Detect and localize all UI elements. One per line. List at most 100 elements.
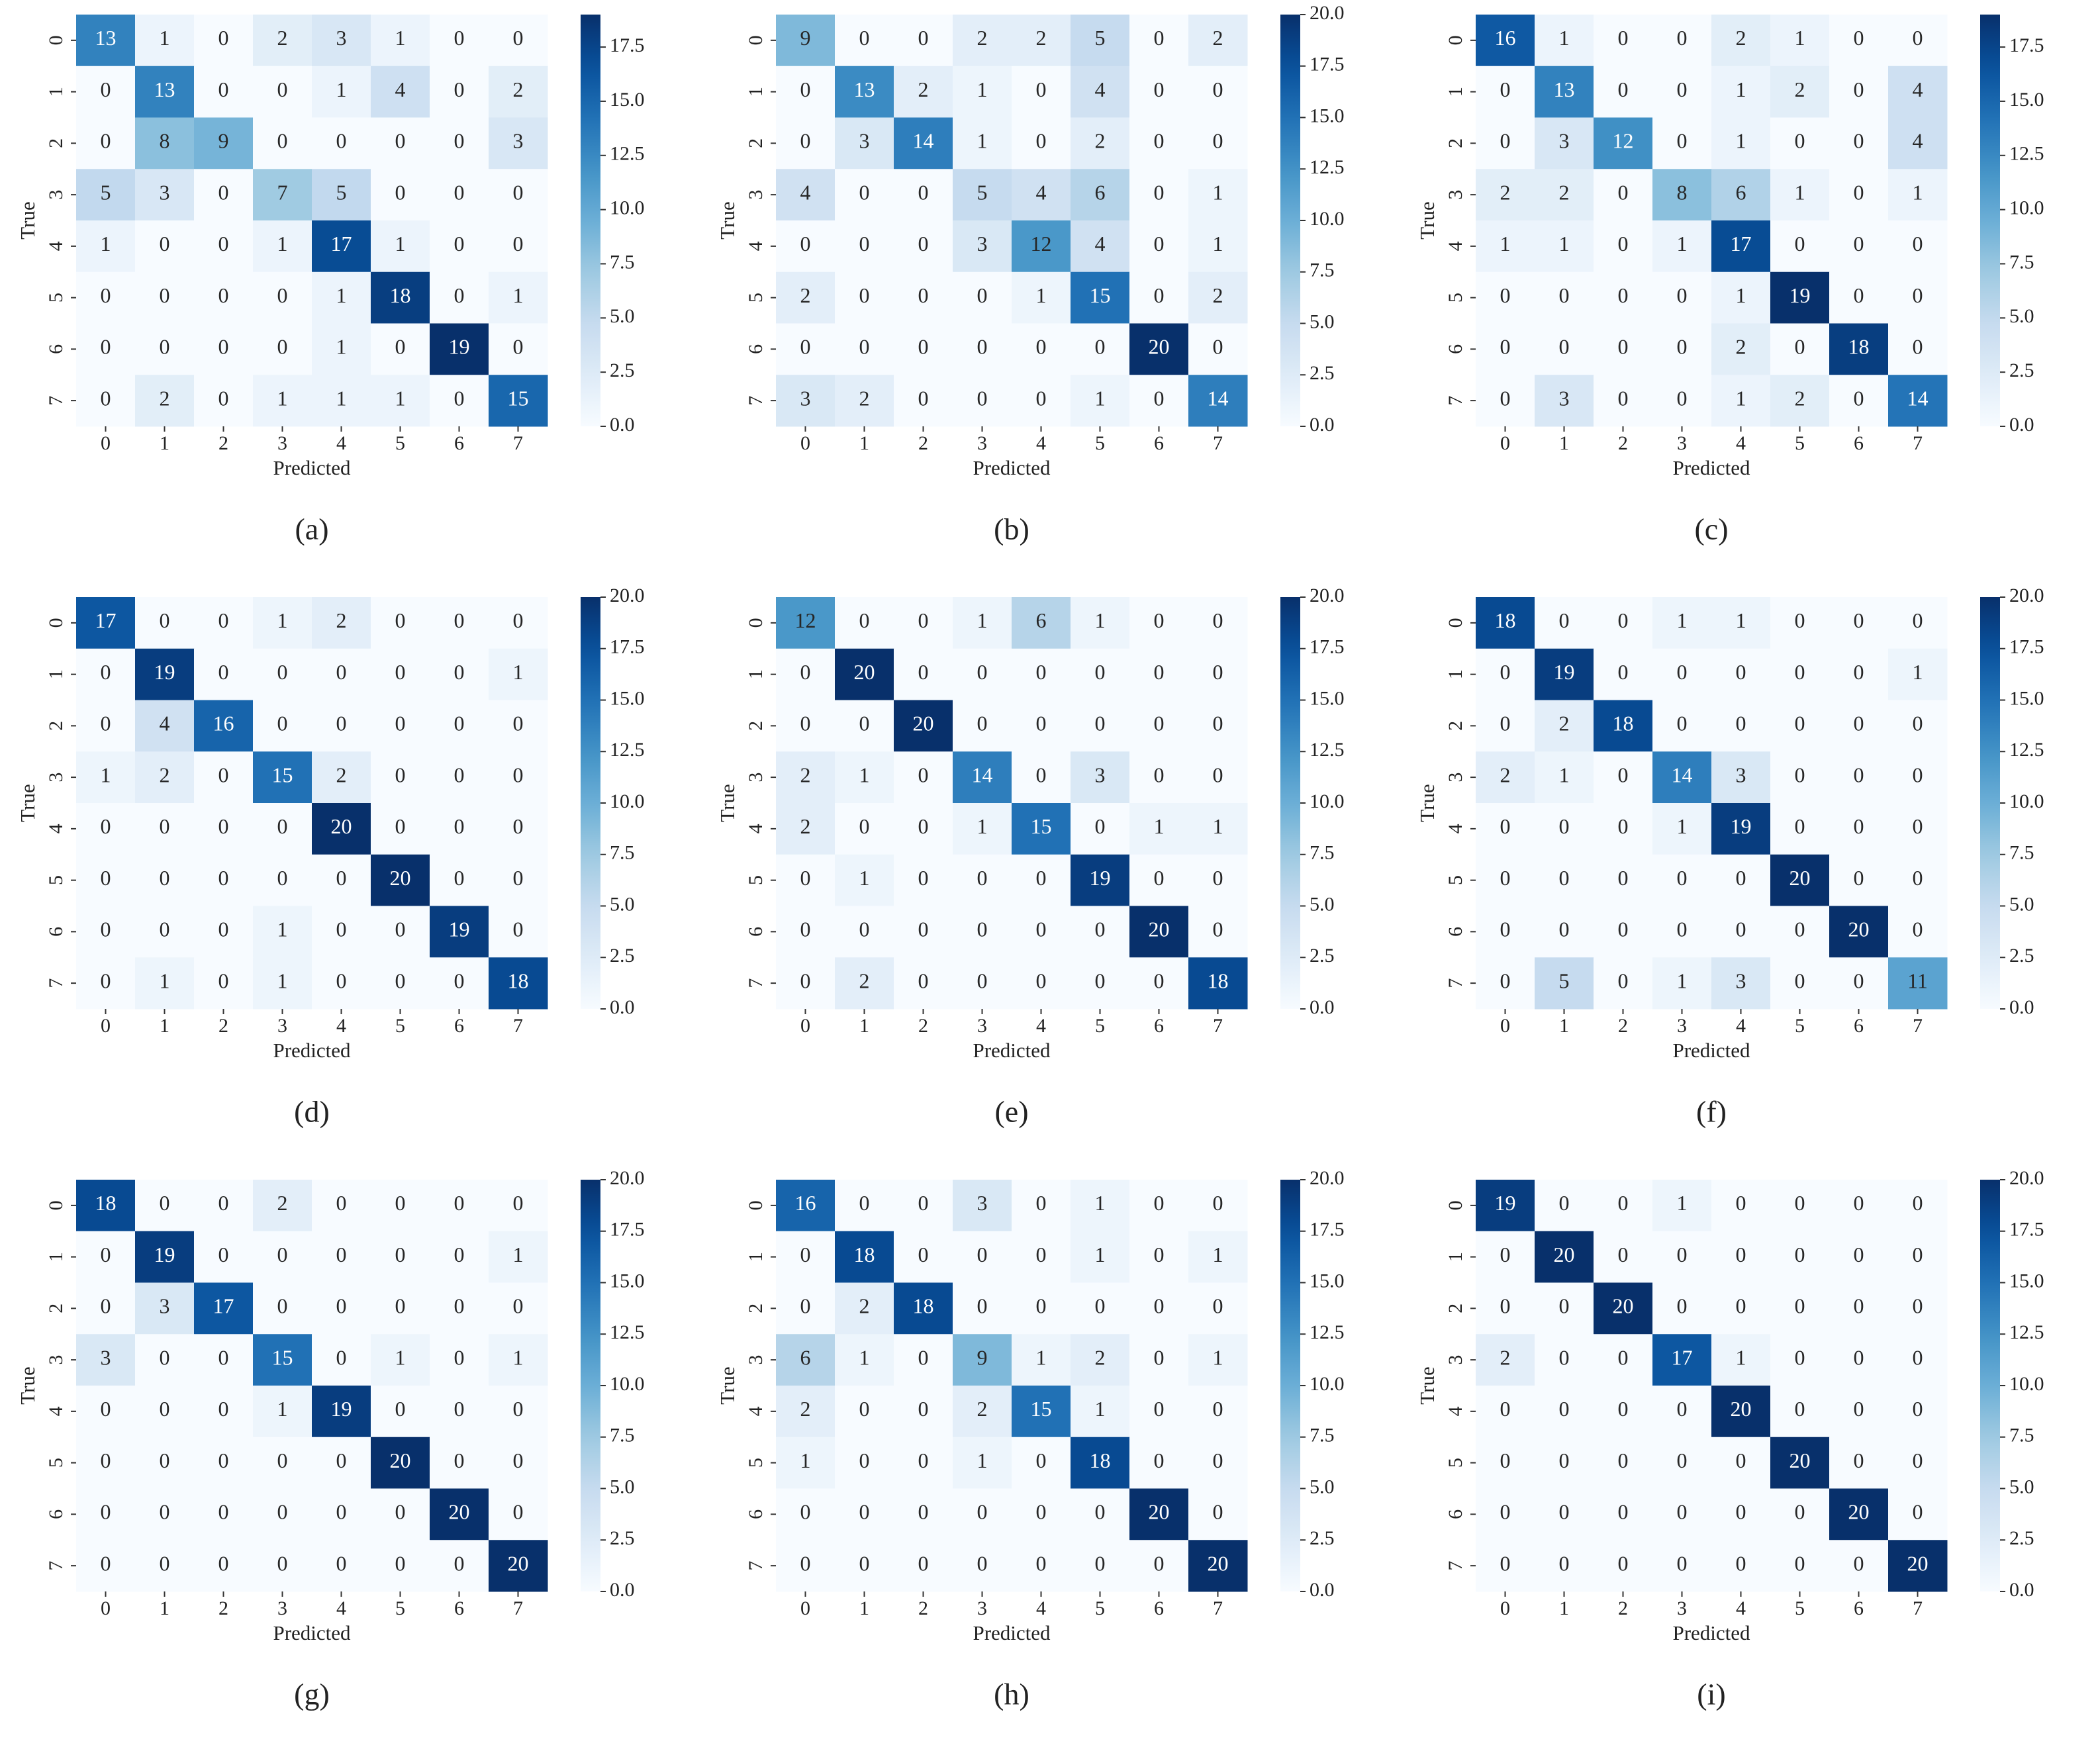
y-tick-label: 0: [1445, 1200, 1466, 1210]
cell-value: 0: [1736, 1448, 1746, 1472]
cell: [489, 117, 548, 169]
cell: [1188, 15, 1248, 67]
cell-value: 2: [336, 763, 347, 786]
cell: [1535, 271, 1594, 324]
cell-value: 0: [1500, 1551, 1511, 1575]
cell: [894, 597, 953, 649]
cell-value: 0: [1618, 1345, 1629, 1369]
cell-value: 1: [160, 969, 170, 992]
cell-value: 19: [1495, 1191, 1516, 1215]
cell-value: 1: [395, 26, 406, 50]
cell-value: 0: [218, 232, 229, 256]
colorbar-tick-label: 12.5: [1310, 156, 1345, 178]
cell: [835, 957, 894, 1010]
cell-value: 0: [218, 814, 229, 838]
cell: [1652, 957, 1712, 1010]
cell-value: 0: [513, 712, 524, 735]
cell-value: 3: [1736, 763, 1746, 786]
cell-value: 4: [1913, 129, 1923, 153]
cell: [430, 906, 489, 958]
cell: [1594, 15, 1653, 67]
cell-value: 2: [977, 1397, 988, 1421]
y-tick-label: 7: [45, 396, 67, 406]
cell: [1888, 1231, 1948, 1283]
cell-value: 0: [395, 180, 406, 204]
x-tick-label: 0: [800, 432, 810, 454]
cell: [953, 648, 1012, 700]
cell-value: 19: [449, 918, 470, 941]
cell: [312, 1282, 371, 1335]
cell-value: 0: [1677, 77, 1688, 101]
cell: [1652, 323, 1712, 375]
y-tick-label: 3: [745, 190, 767, 200]
colorbar-tick-label: 15.0: [1310, 687, 1345, 709]
cell-value: 0: [336, 1500, 347, 1524]
cell: [1652, 1488, 1712, 1540]
cell: [1888, 15, 1948, 67]
cell: [135, 803, 195, 855]
cell-value: 0: [277, 1448, 288, 1472]
cell: [371, 1334, 430, 1386]
cell-value: 0: [1677, 918, 1688, 941]
cell: [1770, 169, 1830, 221]
y-tick-label: 6: [1445, 1509, 1466, 1519]
x-axis-label: Predicted: [973, 1039, 1051, 1062]
cell-value: 0: [977, 283, 988, 307]
cell: [1188, 597, 1248, 649]
cell-value: 1: [1095, 1243, 1106, 1266]
x-axis-label: Predicted: [1672, 456, 1750, 479]
cell-value: 2: [800, 1397, 811, 1421]
cell-value: 0: [218, 1345, 229, 1369]
cell: [1652, 700, 1712, 752]
cell: [1012, 751, 1071, 804]
cell-value: 0: [1559, 1294, 1570, 1318]
cell-value: 0: [1795, 1243, 1805, 1266]
cell: [1888, 1282, 1948, 1335]
colorbar-tick-label: 7.5: [1310, 1425, 1335, 1446]
x-tick-label: 4: [1036, 1015, 1046, 1037]
cell-value: 0: [1913, 608, 1923, 632]
cell: [312, 906, 371, 958]
cell: [1711, 906, 1771, 958]
cell: [953, 1488, 1012, 1540]
cell: [1012, 15, 1071, 67]
cell-value: 0: [1154, 1345, 1165, 1369]
cell: [76, 375, 136, 427]
cell: [1711, 854, 1771, 906]
cell-value: 2: [1213, 26, 1223, 50]
cell-value: 0: [218, 26, 229, 50]
cell-value: 18: [1495, 608, 1516, 632]
cell-value: 0: [160, 1397, 170, 1421]
x-tick-label: 0: [1500, 1597, 1510, 1619]
cell: [835, 1334, 894, 1386]
cell-value: 0: [800, 969, 811, 992]
x-tick-label: 2: [1618, 1597, 1628, 1619]
cell-value: 0: [1677, 335, 1688, 359]
cell: [1770, 700, 1830, 752]
cell: [1829, 1488, 1889, 1540]
cell-value: 0: [1036, 77, 1047, 101]
cell-value: 0: [1095, 1294, 1106, 1318]
cell: [135, 1540, 195, 1592]
cell-value: 0: [1095, 660, 1106, 684]
cell: [312, 1231, 371, 1283]
cell: [776, 700, 835, 752]
colorbar: [581, 1180, 600, 1591]
cell: [312, 1488, 371, 1540]
cell-value: 0: [1500, 1294, 1511, 1318]
x-tick-label: 3: [1677, 1597, 1687, 1619]
cell: [489, 1282, 548, 1335]
cell: [1652, 271, 1712, 324]
cell: [1012, 803, 1071, 855]
cell-value: 0: [277, 1500, 288, 1524]
cell-value: 17: [1731, 232, 1752, 256]
cell: [194, 1180, 254, 1232]
cell-value: 0: [800, 335, 811, 359]
cell-value: 0: [1913, 866, 1923, 890]
cell: [1770, 803, 1830, 855]
cell-value: 0: [859, 283, 870, 307]
cell-value: 0: [1500, 283, 1511, 307]
cell-value: 0: [160, 814, 170, 838]
cell: [371, 906, 430, 958]
cell-value: 14: [1672, 763, 1693, 786]
